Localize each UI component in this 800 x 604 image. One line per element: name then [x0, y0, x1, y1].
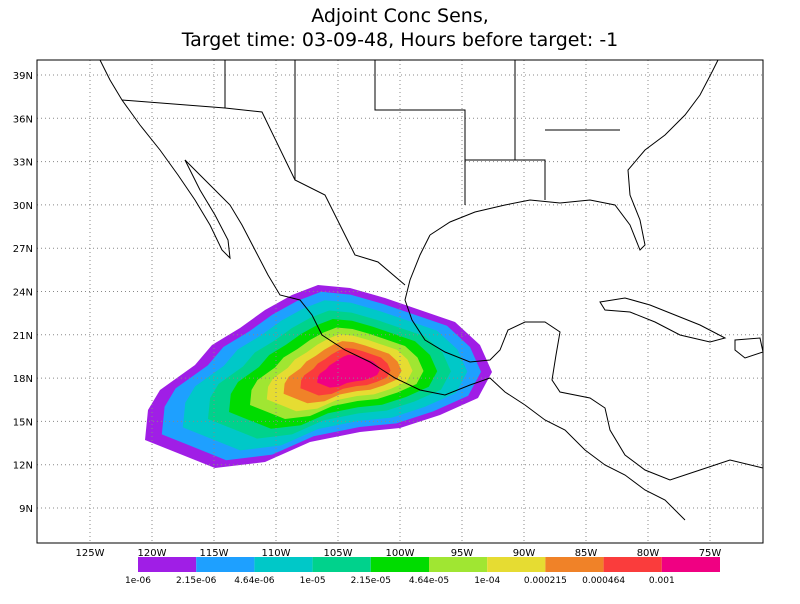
colorbar-label: 0.000464 — [582, 576, 625, 586]
lon-tick-label: 80W — [637, 548, 660, 559]
title-line-2: Target time: 03-09-48, Hours before targ… — [181, 29, 619, 51]
coastline — [429, 59, 719, 251]
colorbar-label: 1e-04 — [474, 576, 500, 586]
coastlines — [99, 59, 764, 521]
colorbar-swatch — [661, 557, 720, 572]
lat-tick-label: 9N — [19, 504, 33, 515]
lon-tick-label: 105W — [324, 548, 353, 559]
graticule — [37, 60, 763, 543]
colorbar-swatch — [429, 557, 488, 572]
colorbar-label: 2.15e-06 — [176, 576, 217, 586]
lat-tick-label: 21N — [13, 331, 33, 342]
colorbar-swatch — [370, 557, 429, 572]
lon-tick-label: 90W — [513, 548, 536, 559]
lon-tick-label: 120W — [138, 548, 167, 559]
lon-tick-label: 95W — [451, 548, 474, 559]
lat-tick-label: 39N — [13, 71, 33, 82]
colorbar-swatch — [196, 557, 255, 572]
coastline — [404, 234, 764, 481]
colorbar-swatch — [487, 557, 546, 572]
hispaniola — [734, 337, 764, 359]
lat-tick-label: 33N — [13, 158, 33, 169]
colorbar-label: 4.64e-06 — [234, 576, 275, 586]
colorbar-swatch — [254, 557, 313, 572]
map-frame — [36, 59, 764, 544]
colorbar-label: 1e-06 — [125, 576, 151, 586]
colorbar-swatch — [603, 557, 662, 572]
lat-tick-label: 30N — [13, 201, 33, 212]
sensitivity-field — [145, 285, 492, 468]
lon-tick-label: 75W — [699, 548, 722, 559]
colorbar-label: 0.000215 — [524, 576, 567, 586]
colorbar-label: 0.001 — [649, 576, 675, 586]
title-line-1: Adjoint Conc Sens, — [311, 5, 489, 27]
colorbar-label: 4.64e-05 — [409, 576, 449, 586]
lat-tick-label: 36N — [13, 114, 33, 125]
colorbar-label: 1e-05 — [300, 576, 326, 586]
lon-tick-label: 100W — [386, 548, 415, 559]
cuba — [599, 297, 727, 343]
state-borders — [224, 60, 620, 205]
coastline — [184, 159, 686, 521]
lat-tick-label: 12N — [13, 461, 33, 472]
lon-tick-label: 115W — [200, 548, 229, 559]
us-mexico-border — [121, 99, 406, 286]
colorbar-swatch — [545, 557, 604, 572]
colorbar-swatch — [138, 557, 197, 572]
lon-tick-label: 125W — [76, 548, 105, 559]
colorbar-swatch — [312, 557, 371, 572]
coastline — [99, 59, 231, 260]
lat-tick-label: 18N — [13, 374, 33, 385]
lon-tick-label: 85W — [575, 548, 598, 559]
colorbar-label: 2.15e-05 — [351, 576, 391, 586]
lat-tick-label: 27N — [13, 244, 33, 255]
colorbar: 1e-06 2.15e-06 4.64e-06 1e-05 2.15e-05 4.64e-… — [125, 557, 720, 586]
lat-tick-label: 15N — [13, 417, 33, 428]
contour-level — [317, 354, 380, 388]
lon-tick-label: 110W — [262, 548, 291, 559]
lat-tick-label: 24N — [13, 287, 33, 298]
